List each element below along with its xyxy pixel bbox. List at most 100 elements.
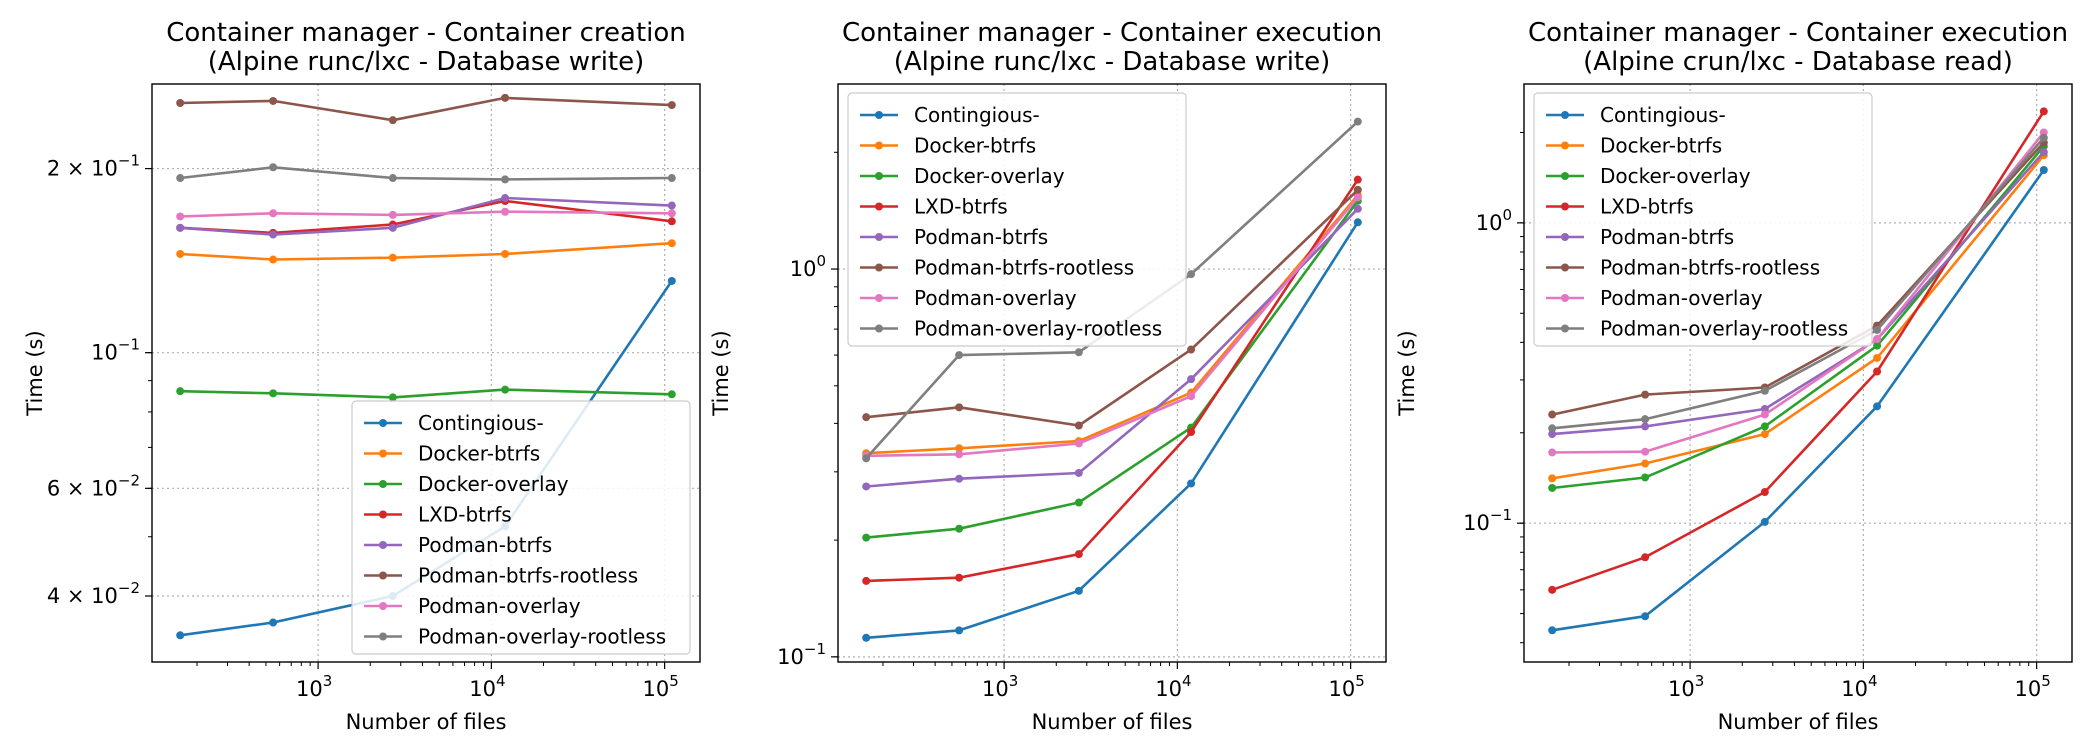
legend-item: Podman-btrfs: [1546, 225, 1734, 249]
data-point: [1760, 422, 1769, 431]
series-lxd-btrfs: [1548, 107, 2048, 594]
x-tick-label: 103: [982, 672, 1018, 701]
series-podman-overlay-rootless: [1548, 133, 2048, 433]
legend: Contingious- Docker-btrfs Docker-overlay LX…: [351, 400, 691, 655]
legend-marker: [1561, 172, 1569, 180]
legend-label: LXD-btrfs: [914, 195, 1008, 219]
legend-item: Podman-btrfs: [860, 225, 1048, 249]
data-point: [1353, 193, 1362, 202]
data-point: [1760, 386, 1769, 395]
legend-marker: [1561, 263, 1569, 272]
y-axis-label: Time (s): [709, 330, 733, 416]
data-point: [1548, 585, 1557, 594]
data-point: [1548, 410, 1557, 419]
x-tick-label: 104: [469, 672, 505, 701]
data-point: [176, 631, 185, 640]
legend-marker: [1561, 233, 1569, 241]
legend-label: Contingious-: [1600, 103, 1726, 127]
data-point: [955, 573, 964, 582]
data-point: [1760, 488, 1769, 497]
series-lxd-btrfs: [862, 175, 1362, 585]
data-point: [1548, 474, 1557, 483]
data-point: [2039, 165, 2048, 174]
data-point: [955, 444, 964, 453]
x-tick-label: 104: [1155, 672, 1191, 701]
legend-marker: [875, 141, 883, 150]
data-point: [1873, 341, 1882, 350]
data-point: [269, 230, 278, 239]
legend-label: Docker-btrfs: [1600, 134, 1722, 158]
data-point: [1548, 424, 1557, 433]
legend-label: Podman-btrfs: [1600, 225, 1734, 249]
series-podman-btrfs-rootless: [176, 93, 676, 125]
legend-marker: [1561, 111, 1569, 119]
series-docker-btrfs: [176, 239, 676, 264]
data-point: [1548, 430, 1557, 439]
data-point: [269, 255, 278, 264]
legend-label: Podman-btrfs: [418, 533, 552, 557]
series-contingious-: [1548, 165, 2048, 635]
series-line: [180, 241, 672, 261]
chart-panel-2: 103 104 105 10−1 100 Container manager - Cont…: [709, 18, 1387, 734]
legend-marker: [875, 172, 883, 180]
legend-item: LXD-btrfs: [860, 195, 1008, 219]
data-point: [388, 253, 397, 262]
data-point: [1873, 367, 1882, 376]
x-axis-label: Number of files: [1718, 710, 1879, 734]
chart-panel-3: 103 104 105 10−1 100 Container manager - Cont…: [1395, 18, 2073, 734]
data-point: [501, 249, 510, 258]
data-point: [862, 633, 871, 642]
data-point: [176, 249, 185, 258]
data-point: [1760, 405, 1769, 414]
series-podman-overlay: [1548, 128, 2048, 457]
data-point: [1641, 415, 1650, 424]
data-point: [1074, 468, 1083, 477]
data-point: [1641, 459, 1650, 468]
axes-frame: [1523, 83, 2073, 663]
legend-label: Podman-overlay-rootless: [418, 625, 666, 649]
data-point: [1187, 392, 1196, 401]
legend-marker: [379, 419, 387, 427]
chart-subtitle: (Alpine runc/lxc - Database write): [208, 47, 645, 77]
y-tick-label: 100: [1476, 206, 1512, 235]
x-tick-label: 105: [1328, 672, 1364, 701]
legend-label: Docker-overlay: [1600, 164, 1751, 188]
series-docker-overlay: [1548, 142, 2048, 492]
legend-marker: [379, 632, 387, 641]
data-point: [501, 194, 510, 203]
data-point: [955, 403, 964, 412]
legend-box: [351, 400, 691, 655]
legend-item: Podman-overlay-rootless: [364, 625, 666, 649]
legend-item: Docker-overlay: [860, 164, 1065, 188]
data-point: [1187, 375, 1196, 384]
x-tick-label: 103: [296, 672, 332, 701]
data-point: [955, 524, 964, 533]
y-tick-label: 4 × 10−2: [47, 579, 140, 608]
data-point: [1353, 185, 1362, 194]
legend-label: Docker-btrfs: [914, 134, 1036, 158]
x-tick-label: 105: [642, 672, 678, 701]
legend-marker: [379, 602, 387, 610]
y-tick-label: 6 × 10−2: [47, 471, 140, 500]
data-point: [667, 201, 676, 210]
series-line: [180, 199, 672, 235]
data-point: [1353, 117, 1362, 126]
axes-frame: [151, 83, 701, 663]
legend-box: [1533, 92, 1873, 347]
series-podman-btrfs: [176, 194, 676, 239]
data-point: [176, 212, 185, 221]
axes-frame: [837, 83, 1387, 663]
legend-item: LXD-btrfs: [1546, 195, 1694, 219]
data-point: [955, 474, 964, 483]
data-point: [1873, 325, 1882, 334]
legend-marker: [379, 541, 387, 549]
y-tick-label: 2 × 10−1: [47, 152, 140, 181]
series-contingious-: [862, 218, 1362, 642]
legend-item: Contingious-: [1546, 103, 1726, 127]
data-point: [1187, 479, 1196, 488]
data-point: [955, 450, 964, 459]
legend-item: Podman-overlay: [860, 286, 1077, 310]
legend-marker: [875, 294, 883, 302]
legend-label: Docker-btrfs: [418, 442, 540, 466]
